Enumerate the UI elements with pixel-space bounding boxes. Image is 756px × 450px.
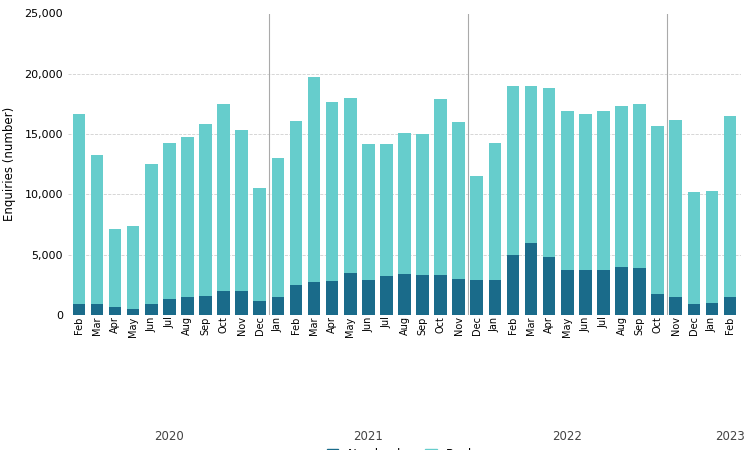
Text: 2021: 2021 [353, 430, 383, 442]
Bar [73, 113, 85, 304]
Bar [634, 104, 646, 268]
Bar [687, 304, 700, 315]
Bar [705, 303, 718, 315]
Bar [308, 77, 321, 283]
Bar [723, 116, 736, 297]
Bar [109, 306, 122, 315]
Bar [271, 158, 284, 297]
Bar [597, 270, 610, 315]
Bar [543, 257, 556, 315]
Bar [145, 304, 157, 315]
Bar [561, 270, 574, 315]
Bar [525, 86, 538, 243]
Bar [127, 309, 140, 315]
Bar [723, 297, 736, 315]
Bar [380, 276, 392, 315]
Bar [91, 155, 104, 304]
Bar [362, 280, 375, 315]
Text: 2023: 2023 [715, 430, 745, 442]
Bar [380, 144, 392, 276]
Bar [290, 121, 302, 285]
Bar [253, 189, 266, 301]
Legend: Non-banks, Banks: Non-banks, Banks [322, 443, 487, 450]
Bar [669, 120, 682, 297]
Bar [488, 143, 501, 280]
Bar [687, 192, 700, 304]
Bar [109, 230, 122, 306]
Bar [290, 285, 302, 315]
Bar [91, 304, 104, 315]
Bar [127, 226, 140, 309]
Bar [652, 294, 664, 315]
Bar [163, 299, 175, 315]
Bar [615, 267, 627, 315]
Bar [507, 86, 519, 255]
Bar [181, 297, 194, 315]
Bar [543, 88, 556, 257]
Bar [253, 301, 266, 315]
Bar [398, 274, 411, 315]
Bar [561, 111, 574, 270]
Bar [199, 296, 212, 315]
Bar [579, 270, 592, 315]
Bar [452, 279, 465, 315]
Bar [73, 304, 85, 315]
Bar [507, 255, 519, 315]
Bar [705, 191, 718, 303]
Bar [308, 283, 321, 315]
Text: 2020: 2020 [154, 430, 184, 442]
Bar [652, 126, 664, 294]
Bar [634, 268, 646, 315]
Bar [597, 111, 610, 270]
Bar [326, 102, 339, 281]
Bar [615, 106, 627, 267]
Bar [217, 291, 230, 315]
Bar [470, 176, 483, 280]
Bar [417, 275, 429, 315]
Bar [145, 164, 157, 304]
Bar [235, 291, 248, 315]
Bar [417, 134, 429, 275]
Bar [488, 280, 501, 315]
Bar [398, 133, 411, 274]
Bar [434, 99, 447, 275]
Bar [199, 125, 212, 296]
Bar [452, 122, 465, 279]
Bar [525, 243, 538, 315]
Bar [326, 281, 339, 315]
Bar [344, 98, 357, 273]
Bar [181, 136, 194, 297]
Bar [362, 144, 375, 280]
Text: 2022: 2022 [553, 430, 582, 442]
Bar [669, 297, 682, 315]
Bar [344, 273, 357, 315]
Bar [271, 297, 284, 315]
Bar [579, 113, 592, 270]
Bar [163, 143, 175, 299]
Bar [470, 280, 483, 315]
Bar [235, 130, 248, 291]
Bar [217, 104, 230, 291]
Y-axis label: Enquiries (number): Enquiries (number) [3, 107, 16, 221]
Bar [434, 275, 447, 315]
